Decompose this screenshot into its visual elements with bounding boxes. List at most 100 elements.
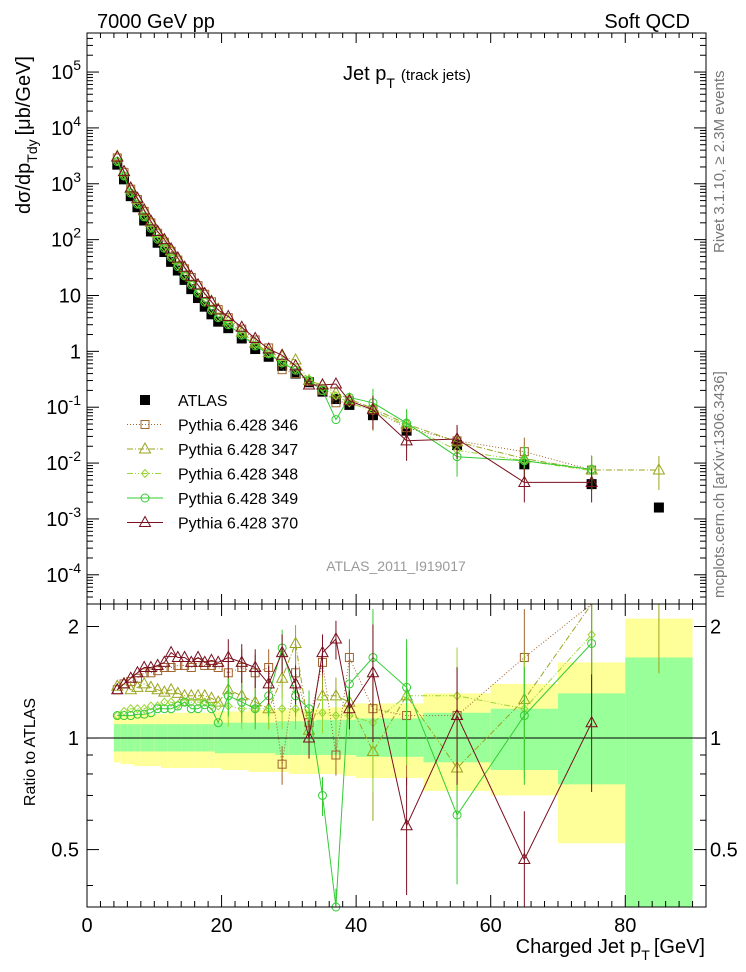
data-point xyxy=(193,293,204,304)
ratio-point xyxy=(304,704,314,714)
ratio-point xyxy=(277,703,287,714)
ratio-point xyxy=(235,655,249,667)
ratio-point xyxy=(213,718,223,728)
data-point xyxy=(211,302,225,315)
y-tick-label: 10-2 xyxy=(46,448,81,475)
data-point xyxy=(277,357,287,367)
ratio-point xyxy=(450,708,464,721)
ratio-point xyxy=(517,852,531,865)
side-mcplots-label: mcplots.cern.ch [arXiv:1306.3436] xyxy=(711,371,728,598)
ratio-point xyxy=(119,711,129,721)
ratio-point xyxy=(133,703,142,714)
ratio-point xyxy=(160,697,169,707)
ratio-point xyxy=(166,697,176,707)
data-point xyxy=(302,377,316,390)
ratio-point xyxy=(223,691,233,701)
ratio-point xyxy=(139,668,149,678)
ratio-point xyxy=(187,697,196,707)
data-point xyxy=(289,352,302,365)
ratio-point xyxy=(329,632,343,644)
ratio-point xyxy=(331,750,341,760)
header-category: Soft QCD xyxy=(604,11,690,33)
ratio-y-tick-label-right: 1 xyxy=(710,728,721,750)
legend-label: Pythia 6.428 346 xyxy=(178,418,298,435)
data-point xyxy=(264,349,274,359)
y-tick-label: 102 xyxy=(51,225,81,252)
y-tick-label: 10 xyxy=(59,285,81,307)
series-line-pythia-6-428-370 xyxy=(116,156,592,483)
data-point xyxy=(144,214,158,226)
ratio-point xyxy=(173,699,182,710)
ratio-plot-panel: 0 20 40 60 80 0.5 0.5 1 1 2 2 Ratio to ATLAS Charg… xyxy=(22,603,738,963)
ratio-point xyxy=(289,636,302,648)
data-point xyxy=(187,279,196,289)
x-tick-label: 20 xyxy=(210,915,232,937)
data-point xyxy=(137,202,151,215)
legend-item-pythia-6-428-348: Pythia 6.428 348 xyxy=(127,467,298,484)
data-point xyxy=(158,232,171,245)
ratio-point xyxy=(144,680,158,692)
y-tick-label: 1 xyxy=(70,341,81,363)
ratio-point xyxy=(200,700,210,710)
data-point xyxy=(316,377,329,390)
data-point xyxy=(264,348,273,358)
ratio-point xyxy=(126,711,136,721)
ratio-point xyxy=(158,655,171,667)
ratio-point xyxy=(317,790,327,800)
ratio-point xyxy=(205,653,218,665)
ratio-point xyxy=(198,688,212,701)
data-point xyxy=(151,224,164,236)
ratio-point xyxy=(250,704,260,714)
ratio-point xyxy=(151,682,164,695)
ratio-point xyxy=(248,660,262,673)
ratio-point xyxy=(316,645,329,658)
series-pythia-6-428-346 xyxy=(112,153,597,491)
data-point xyxy=(221,309,235,322)
ratio-point xyxy=(153,666,163,676)
ratio-point xyxy=(184,688,198,701)
ratio-point xyxy=(186,663,196,673)
ratio-point xyxy=(137,676,151,689)
ratio-point xyxy=(159,663,169,673)
y-tick-label: 103 xyxy=(51,169,81,196)
data-point xyxy=(331,415,341,425)
legend-label: Pythia 6.428 349 xyxy=(178,491,298,508)
legend-label: ATLAS xyxy=(178,393,228,410)
ratio-y-tick-label: 0.5 xyxy=(51,840,79,862)
legend-item-pythia-6-428-347: Pythia 6.428 347 xyxy=(127,441,298,459)
ratio-series-pythia-6-428-349 xyxy=(112,604,597,912)
header-energy: 7000 GeV pp xyxy=(97,11,215,33)
data-point xyxy=(250,341,260,351)
ratio-point xyxy=(366,665,380,678)
data-point xyxy=(151,225,164,238)
legend-marker xyxy=(140,493,150,503)
data-point xyxy=(160,242,169,253)
ratio-series-pythia-6-428-370 xyxy=(110,620,598,907)
data-point xyxy=(198,286,212,299)
data-point xyxy=(205,294,218,307)
data-point xyxy=(199,301,210,312)
data-point xyxy=(331,398,341,408)
ratio-point xyxy=(214,701,223,711)
ratio-point xyxy=(275,671,289,683)
legend-marker xyxy=(140,468,150,479)
ratio-point xyxy=(153,701,162,711)
legend-item-pythia-6-428-346: Pythia 6.428 346 xyxy=(127,418,298,435)
ratio-y-tick-label: 1 xyxy=(68,728,79,750)
ratio-point xyxy=(178,688,191,701)
ratio-point xyxy=(262,676,276,689)
ratio-point xyxy=(193,657,203,667)
series-pythia-6-428-348 xyxy=(113,156,596,491)
ratio-point xyxy=(164,682,178,695)
data-point xyxy=(164,241,178,254)
legend-marker xyxy=(138,515,152,527)
data-point xyxy=(585,475,598,487)
ratio-point xyxy=(452,810,462,820)
ratio-point xyxy=(402,682,412,692)
ratio-point xyxy=(117,676,131,689)
data-point xyxy=(331,391,341,401)
data-point xyxy=(275,348,289,360)
data-point xyxy=(110,150,124,162)
data-point xyxy=(343,393,356,406)
ratio-point xyxy=(213,663,223,673)
